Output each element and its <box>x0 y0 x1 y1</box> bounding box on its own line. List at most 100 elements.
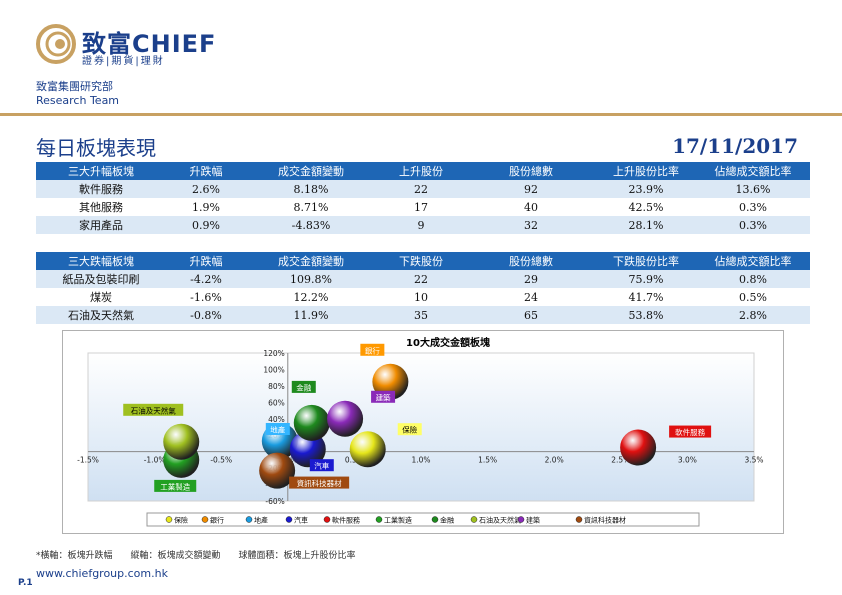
x-tick-label: -0.5% <box>210 456 232 465</box>
bubble-label-box <box>291 380 316 393</box>
gainers-cell: 13.6% <box>696 180 810 198</box>
gainers-cell: 軟件服務 <box>36 180 166 198</box>
losers-cell: -1.6% <box>166 288 246 306</box>
losers-row: 紙品及包裝印刷 -4.2% 109.8% 22 29 75.9% 0.8% <box>36 270 810 288</box>
x-tick-label: -1.0% <box>144 456 166 465</box>
legend-swatch <box>201 516 209 523</box>
legend-box <box>146 512 700 527</box>
bubble-label-box <box>669 425 712 438</box>
legend-label: 銀行 <box>210 516 224 525</box>
losers-cell: 煤炭 <box>36 288 166 306</box>
gainers-cell: 0.9% <box>166 216 246 234</box>
y-tick-label: 120% <box>263 349 284 358</box>
bubble-金融 <box>293 404 330 441</box>
losers-cell: 11.9% <box>246 306 376 324</box>
losers-header-cell: 佔總成交額比率 <box>696 252 810 270</box>
losers-header-row: 三大跌幅板塊 升跌幅 成交金額變動 下跌股份 股份總數 下跌股份比率 佔總成交額比率 <box>36 252 810 270</box>
losers-cell: 2.8% <box>696 306 810 324</box>
losers-cell: 65 <box>466 306 596 324</box>
bubble-chart-svg: 10大成交金額板塊 -1.5%-1.0%-0.5%0.0%0.5%1.0%1.5… <box>77 336 764 527</box>
losers-header-cell: 成交金額變動 <box>246 252 376 270</box>
y-tick-label: 100% <box>263 365 284 374</box>
gainers-row: 軟件服務 2.6% 8.18% 22 92 23.9% 13.6% <box>36 180 810 198</box>
logo: 致富CHIEF 證券|期貨|理財 <box>36 24 236 68</box>
legend-swatch <box>517 516 525 523</box>
gainers-header-cell: 升跌幅 <box>166 162 246 180</box>
legend-label: 汽車 <box>294 516 308 525</box>
losers-cell: 紙品及包裝印刷 <box>36 270 166 288</box>
bubble-label: 地產 <box>270 424 285 434</box>
legend-label: 建築 <box>526 516 540 525</box>
x-tick-label: 2.0% <box>545 456 564 465</box>
losers-cell: 35 <box>376 306 466 324</box>
gainers-header-cell: 佔總成交額比率 <box>696 162 810 180</box>
gainers-cell: 17 <box>376 198 466 216</box>
losers-header-cell: 三大跌幅板塊 <box>36 252 166 270</box>
losers-table: 三大跌幅板塊 升跌幅 成交金額變動 下跌股份 股份總數 下跌股份比率 佔總成交額比率 紙品及… <box>36 252 810 324</box>
bubble-label: 保險 <box>402 425 417 435</box>
bubble-label-box <box>289 476 350 489</box>
gainers-cell: 1.9% <box>166 198 246 216</box>
bubble-建築 <box>327 400 364 437</box>
bubble-label-box <box>309 459 334 472</box>
bubble-label: 石油及天然氣 <box>131 405 176 415</box>
brand-name: 致富CHIEF <box>82 30 217 58</box>
losers-cell: 0.8% <box>696 270 810 288</box>
footnote: *橫軸：板塊升跌幅 縱軸：板塊成交額變動 球體面積：板塊上升股份比率 <box>36 551 356 561</box>
report-date: 17/11/2017 <box>672 134 798 158</box>
department-cn: 致富集團研究部 <box>36 80 113 93</box>
bubble-label-box <box>397 423 422 436</box>
gainers-cell: 2.6% <box>166 180 246 198</box>
legend-label: 工業製造 <box>384 516 412 525</box>
losers-cell: 24 <box>466 288 596 306</box>
gainers-cell: 家用產品 <box>36 216 166 234</box>
gainers-header-cell: 成交金額變動 <box>246 162 376 180</box>
gainers-cell: 0.3% <box>696 198 810 216</box>
header-divider <box>0 113 842 116</box>
gainers-cell: 28.1% <box>596 216 696 234</box>
losers-cell: 22 <box>376 270 466 288</box>
legend-swatch <box>165 516 173 523</box>
website-link[interactable]: www.chiefgroup.com.hk <box>36 567 168 580</box>
x-tick-label: 3.5% <box>744 456 763 465</box>
bubble-label-box <box>265 422 290 435</box>
department-en: Research Team <box>36 94 120 107</box>
gainers-cell: 92 <box>466 180 596 198</box>
page-title: 每日板塊表現 <box>36 136 156 160</box>
gainers-cell: 8.71% <box>246 198 376 216</box>
x-tick-label: 2.5% <box>611 456 630 465</box>
gainers-table: 三大升幅板塊 升跌幅 成交金額變動 上升股份 股份總數 上升股份比率 佔總成交額比率 軟件服… <box>36 162 810 234</box>
y-tick-label: 60% <box>268 398 285 407</box>
legend-swatch <box>431 516 439 523</box>
gainers-cell: 9 <box>376 216 466 234</box>
legend-label: 石油及天然氣 <box>479 516 521 525</box>
gainers-header-row: 三大升幅板塊 升跌幅 成交金額變動 上升股份 股份總數 上升股份比率 佔總成交額比率 <box>36 162 810 180</box>
gainers-cell: 23.9% <box>596 180 696 198</box>
bubble-汽車 <box>289 431 326 468</box>
bubble-label: 金融 <box>296 382 311 392</box>
chart-title: 10大成交金額板塊 <box>406 336 490 349</box>
bubble-label-box <box>154 479 197 492</box>
gainers-cell: 32 <box>466 216 596 234</box>
logo-mark-icon <box>36 24 76 64</box>
gainers-header-cell: 上升股份比率 <box>596 162 696 180</box>
brand-subtitle: 證券|期貨|理財 <box>82 56 165 67</box>
losers-row: 石油及天然氣 -0.8% 11.9% 35 65 53.8% 2.8% <box>36 306 810 324</box>
losers-cell: 10 <box>376 288 466 306</box>
bubble-label-box <box>371 390 396 403</box>
legend-label: 地產 <box>254 516 268 525</box>
bubble-chart: 10大成交金額板塊 -1.5%-1.0%-0.5%0.0%0.5%1.0%1.5… <box>62 330 784 534</box>
losers-cell: 29 <box>466 270 596 288</box>
gainers-cell: 其他服務 <box>36 198 166 216</box>
bubble-資訊科技器材 <box>259 452 296 489</box>
legend-swatch <box>575 516 583 523</box>
losers-cell: 0.5% <box>696 288 810 306</box>
x-tick-label: 3.0% <box>678 456 697 465</box>
legend-label: 保險 <box>174 516 188 525</box>
bubble-label: 工業製造 <box>160 481 190 491</box>
losers-header-cell: 升跌幅 <box>166 252 246 270</box>
losers-cell: -0.8% <box>166 306 246 324</box>
y-tick-label: -60% <box>265 497 284 506</box>
losers-header-cell: 下跌股份 <box>376 252 466 270</box>
department: 致富集團研究部 Research Team <box>36 80 119 108</box>
